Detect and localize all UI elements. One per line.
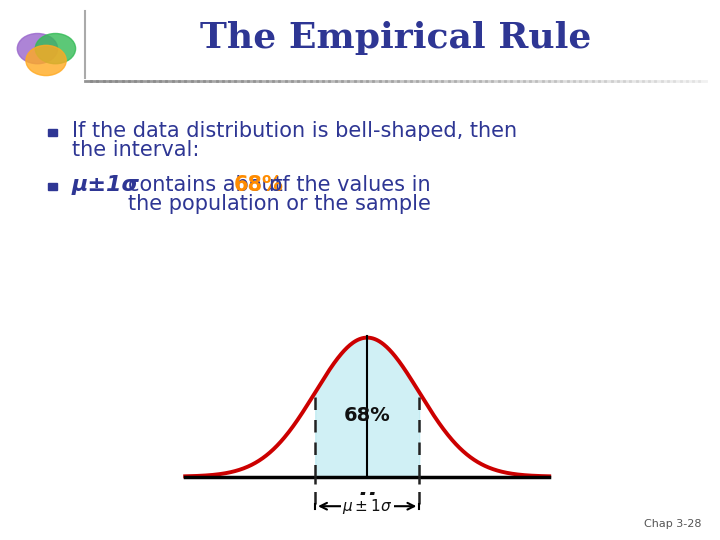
Bar (48, 183, 58, 190)
Text: μ: μ (358, 487, 377, 511)
Text: $\mu\pm1\sigma$: $\mu\pm1\sigma$ (342, 497, 392, 516)
Text: The Empirical Rule: The Empirical Rule (200, 21, 592, 55)
Text: If the data distribution is bell-shaped, then: If the data distribution is bell-shaped,… (72, 121, 517, 141)
Text: the interval:: the interval: (72, 140, 199, 160)
Bar (48, 129, 58, 136)
Text: Chap 3-28: Chap 3-28 (644, 519, 702, 529)
Text: 68%: 68% (234, 174, 284, 195)
Text: contains about: contains about (128, 174, 289, 195)
Text: μ±1σ: μ±1σ (72, 174, 140, 195)
Text: 68%: 68% (344, 406, 390, 425)
Text: of the values in: of the values in (263, 174, 431, 195)
Text: the population or the sample: the population or the sample (128, 193, 431, 214)
